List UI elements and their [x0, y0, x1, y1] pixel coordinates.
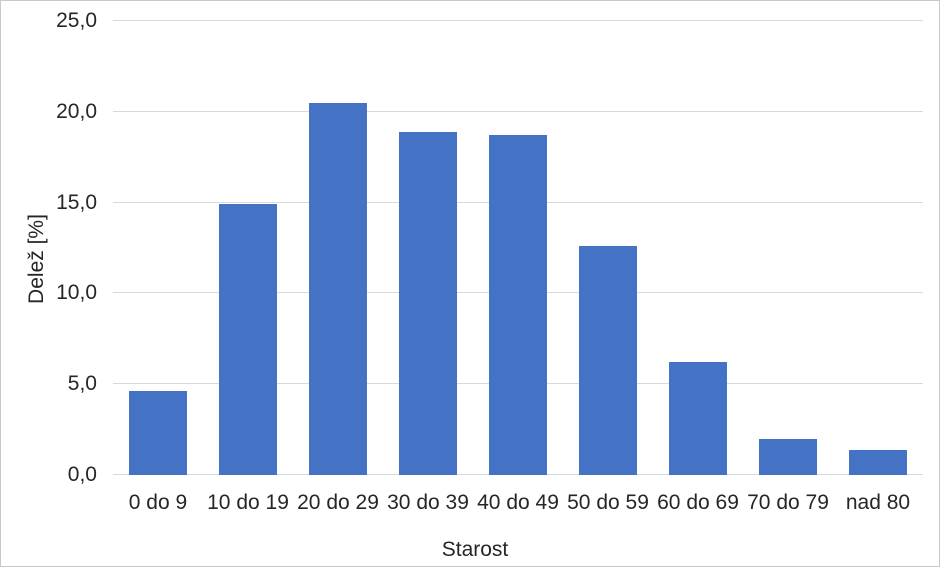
- x-tick-label: 40 do 49: [477, 491, 559, 514]
- gridline: [113, 20, 923, 21]
- plot-area: [113, 20, 923, 475]
- bar-30-do-39: [399, 131, 457, 475]
- y-tick-label: 25,0: [56, 9, 97, 32]
- bar-20-do-29: [309, 102, 367, 475]
- bar-10-do-19: [219, 204, 277, 475]
- x-tick-label: 20 do 29: [297, 491, 379, 514]
- bar-40-do-49: [489, 135, 547, 475]
- y-tick-label: 5,0: [67, 372, 97, 396]
- x-tick-label: 50 do 59: [567, 491, 649, 514]
- bar-0-do-9: [129, 391, 187, 475]
- x-tick-label: 0 do 9: [128, 491, 188, 514]
- x-tick-label: 10 do 19: [207, 491, 289, 514]
- bar-60-do-69: [669, 362, 727, 475]
- y-tick-label: 20,0: [56, 99, 97, 123]
- x-tick-label: 30 do 39: [387, 491, 469, 514]
- x-axis-title: Starost: [441, 538, 509, 561]
- y-tick-label: 10,0: [56, 281, 97, 305]
- bar-50-do-59: [579, 246, 637, 475]
- y-tick-label: 0,0: [67, 463, 97, 486]
- bar-nad-80: [849, 449, 907, 475]
- bar-70-do-79: [759, 438, 817, 475]
- x-tick-label: 60 do 69: [657, 491, 739, 514]
- x-tick-label: 70 do 79: [747, 491, 829, 514]
- y-tick-label: 15,0: [56, 190, 97, 214]
- gridline: [113, 110, 923, 112]
- x-tick-label: nad 80: [845, 491, 911, 514]
